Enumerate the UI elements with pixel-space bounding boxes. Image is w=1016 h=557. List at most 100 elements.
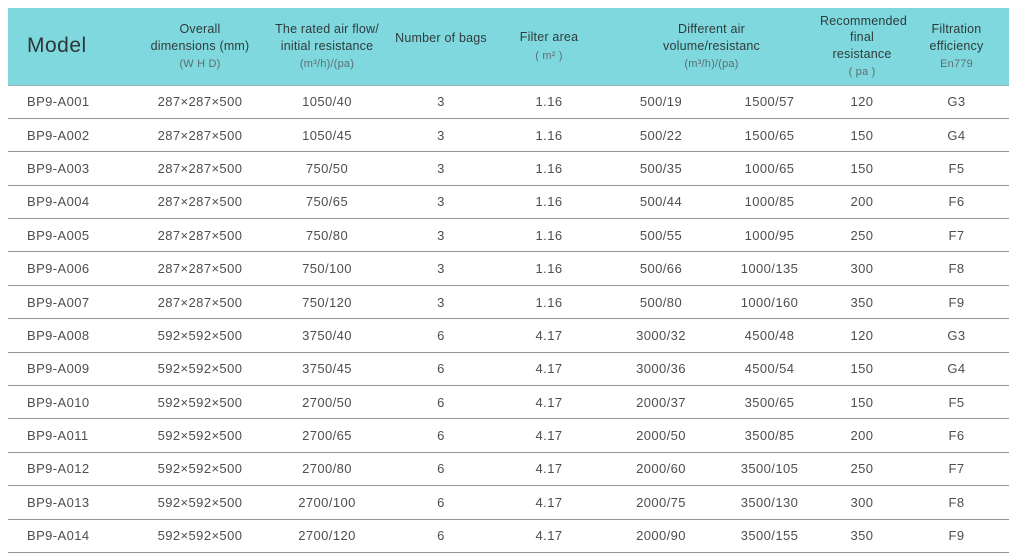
table-cell: 2700/120 xyxy=(267,519,387,553)
header-label: Filtration efficiency xyxy=(929,22,984,53)
table-row: BP9-A010 592×592×500 2700/50 6 4.17 2000/37 35… xyxy=(8,385,1009,420)
table-cell: 3 xyxy=(387,285,495,320)
table-cell: 200 xyxy=(820,185,904,220)
table-cell: 287×287×500 xyxy=(133,185,267,220)
table-cell: 750/100 xyxy=(267,251,387,286)
table-body: BP9-A001 287×287×500 1050/40 3 1.16 500/19 150… xyxy=(8,85,1009,553)
table-cell: 1.16 xyxy=(495,218,603,253)
table-cell: 250 xyxy=(820,452,904,487)
table-cell: 150 xyxy=(820,385,904,420)
table-cell: 4500/48 xyxy=(719,318,820,353)
header-model: Model xyxy=(8,8,133,86)
header-row: Model Overall dimensions (mm) (W H D) Th… xyxy=(8,8,1009,86)
table-cell: 350 xyxy=(820,519,904,553)
model-cell: BP9-A009 xyxy=(8,352,133,387)
header-filter-area: Filter area ( m² ) xyxy=(495,8,603,86)
header-number-of-bags: Number of bags xyxy=(387,8,495,86)
table-row: BP9-A001 287×287×500 1050/40 3 1.16 500/19 150… xyxy=(8,85,1009,119)
table-cell: 4.17 xyxy=(495,352,603,387)
table-cell: 3500/65 xyxy=(719,385,820,420)
table-cell: 2000/37 xyxy=(603,385,719,420)
header-sub-label: ( m² ) xyxy=(535,49,563,62)
table-cell: 6 xyxy=(387,418,495,453)
table-cell: 500/66 xyxy=(603,251,719,286)
table-cell: F6 xyxy=(904,185,1009,220)
table-row: BP9-A008 592×592×500 3750/40 6 4.17 3000/32 45… xyxy=(8,318,1009,353)
table-cell: 3500/85 xyxy=(719,418,820,453)
model-cell: BP9-A002 xyxy=(8,118,133,153)
table-cell: 287×287×500 xyxy=(133,118,267,153)
table-cell: 592×592×500 xyxy=(133,485,267,520)
table-cell: F7 xyxy=(904,218,1009,253)
table-row: BP9-A009 592×592×500 3750/45 6 4.17 3000/36 45… xyxy=(8,352,1009,387)
table-row: BP9-A012 592×592×500 2700/80 6 4.17 2000/60 35… xyxy=(8,452,1009,487)
table-cell: 1.16 xyxy=(495,151,603,186)
model-cell: BP9-A014 xyxy=(8,519,133,553)
table-cell: 750/120 xyxy=(267,285,387,320)
table-cell: 4.17 xyxy=(495,318,603,353)
table-cell: 2000/75 xyxy=(603,485,719,520)
table-cell: 500/22 xyxy=(603,118,719,153)
table-cell: 1.16 xyxy=(495,285,603,320)
header-sub-label xyxy=(387,49,495,63)
table-cell: 2000/90 xyxy=(603,519,719,553)
table-cell: 4.17 xyxy=(495,485,603,520)
model-cell: BP9-A006 xyxy=(8,251,133,286)
table-cell: 1.16 xyxy=(495,118,603,153)
table-row: BP9-A006 287×287×500 750/100 3 1.16 500/66 100… xyxy=(8,251,1009,286)
table-cell: 120 xyxy=(820,318,904,353)
table-cell: G4 xyxy=(904,352,1009,387)
table-cell: 120 xyxy=(820,85,904,119)
table-cell: G4 xyxy=(904,118,1009,153)
table-cell: 3750/45 xyxy=(267,352,387,387)
table-cell: 592×592×500 xyxy=(133,352,267,387)
table-row: BP9-A013 592×592×500 2700/100 6 4.17 2000/75 3… xyxy=(8,485,1009,520)
table-cell: F9 xyxy=(904,285,1009,320)
table-cell: 300 xyxy=(820,485,904,520)
table-cell: 1.16 xyxy=(495,251,603,286)
table-cell: 3 xyxy=(387,218,495,253)
table-row: BP9-A003 287×287×500 750/50 3 1.16 500/35 1000… xyxy=(8,151,1009,186)
table-header: Model Overall dimensions (mm) (W H D) Th… xyxy=(8,8,1009,86)
table-row: BP9-A014 592×592×500 2700/120 6 4.17 2000/90 3… xyxy=(8,519,1009,553)
header-label: Number of bags xyxy=(395,30,487,45)
table-cell: G3 xyxy=(904,85,1009,119)
table-cell: 3 xyxy=(387,85,495,119)
header-sub-label: ( pa ) xyxy=(848,65,876,78)
table-cell: 6 xyxy=(387,385,495,420)
table-cell: 287×287×500 xyxy=(133,85,267,119)
table-cell: 6 xyxy=(387,519,495,553)
table-cell: 6 xyxy=(387,485,495,520)
table-cell: 6 xyxy=(387,318,495,353)
table-cell: 1050/45 xyxy=(267,118,387,153)
table-cell: 300 xyxy=(820,251,904,286)
header-recommended-final-resistance: Recommended final resistance ( pa ) xyxy=(820,8,907,86)
table-row: BP9-A002 287×287×500 1050/45 3 1.16 500/22 150… xyxy=(8,118,1009,153)
table-cell: 1.16 xyxy=(495,85,603,119)
table-cell: 2700/65 xyxy=(267,418,387,453)
model-cell: BP9-A008 xyxy=(8,318,133,353)
table-cell: 3500/155 xyxy=(719,519,820,553)
header-label: Overall dimensions (mm) xyxy=(150,22,250,53)
header-label: Different air volume/resistanc xyxy=(663,22,760,53)
table-cell: 3500/130 xyxy=(719,485,820,520)
model-cell: BP9-A011 xyxy=(8,418,133,453)
table-cell: 500/44 xyxy=(603,185,719,220)
table-cell: 3750/40 xyxy=(267,318,387,353)
table-row: BP9-A007 287×287×500 750/120 3 1.16 500/80 100… xyxy=(8,285,1009,320)
table-cell: 6 xyxy=(387,352,495,387)
table-cell: 3 xyxy=(387,185,495,220)
model-cell: BP9-A004 xyxy=(8,185,133,220)
model-cell: BP9-A012 xyxy=(8,452,133,487)
table-cell: 2000/60 xyxy=(603,452,719,487)
table-cell: 150 xyxy=(820,118,904,153)
table-cell: 150 xyxy=(820,352,904,387)
table-cell: 287×287×500 xyxy=(133,218,267,253)
header-sub-label: (m³/h)/(pa) xyxy=(299,57,355,70)
table-cell: 4.17 xyxy=(495,385,603,420)
header-sub-label: (W H D) xyxy=(179,57,221,70)
table-cell: 4.17 xyxy=(495,519,603,553)
table-cell: 3500/105 xyxy=(719,452,820,487)
table-cell: 500/55 xyxy=(603,218,719,253)
